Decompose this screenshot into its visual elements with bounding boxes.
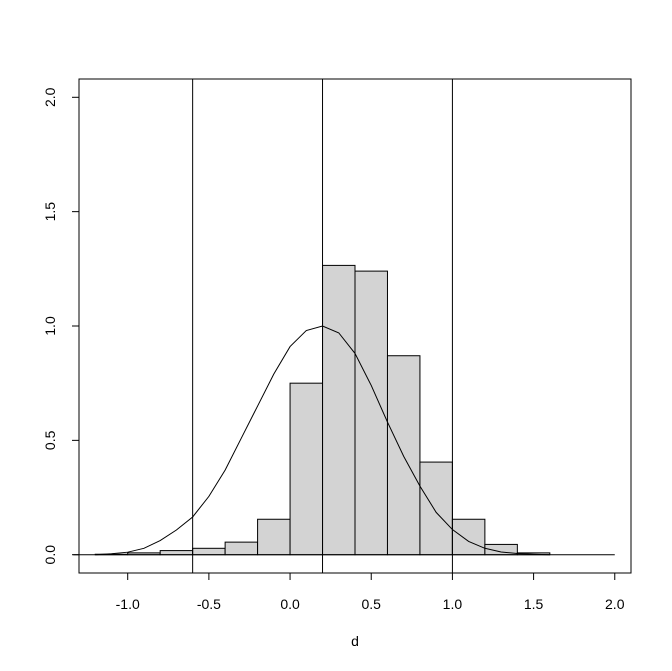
x-tick-label: -1.0 — [116, 596, 140, 612]
x-tick-label: 0.5 — [362, 596, 382, 612]
x-tick-label: 1.0 — [443, 596, 463, 612]
histogram-bar — [322, 264, 356, 556]
x-tick-label: 2.0 — [605, 596, 625, 612]
density-curve — [95, 325, 550, 556]
histogram-bar — [192, 547, 226, 556]
histogram-bar — [451, 518, 486, 556]
histogram-bar — [159, 550, 194, 556]
x-tick-label: 1.5 — [524, 596, 544, 612]
y-tick-label: 0.5 — [42, 430, 58, 450]
y-tick-label: 2.0 — [42, 87, 58, 107]
x-axis-title: d — [351, 633, 359, 649]
plot-area — [73, 79, 615, 573]
histogram-bar — [257, 518, 291, 556]
axes: -1.0 -0.5 0.0 0.5 1.0 1.5 2.0 0.0 0.5 1.0 1.5 2.0 — [42, 78, 632, 612]
y-tick-label: 0.0 — [42, 545, 58, 565]
histogram-bar — [224, 541, 259, 556]
x-tick-label: 0.0 — [280, 596, 300, 612]
y-tick-label: 1.0 — [42, 316, 58, 336]
histogram-bar — [354, 270, 388, 556]
histogram-bar — [289, 382, 324, 556]
histogram-bar — [419, 461, 453, 556]
y-tick-label: 1.5 — [42, 202, 58, 222]
x-tick-label: -0.5 — [197, 596, 221, 612]
